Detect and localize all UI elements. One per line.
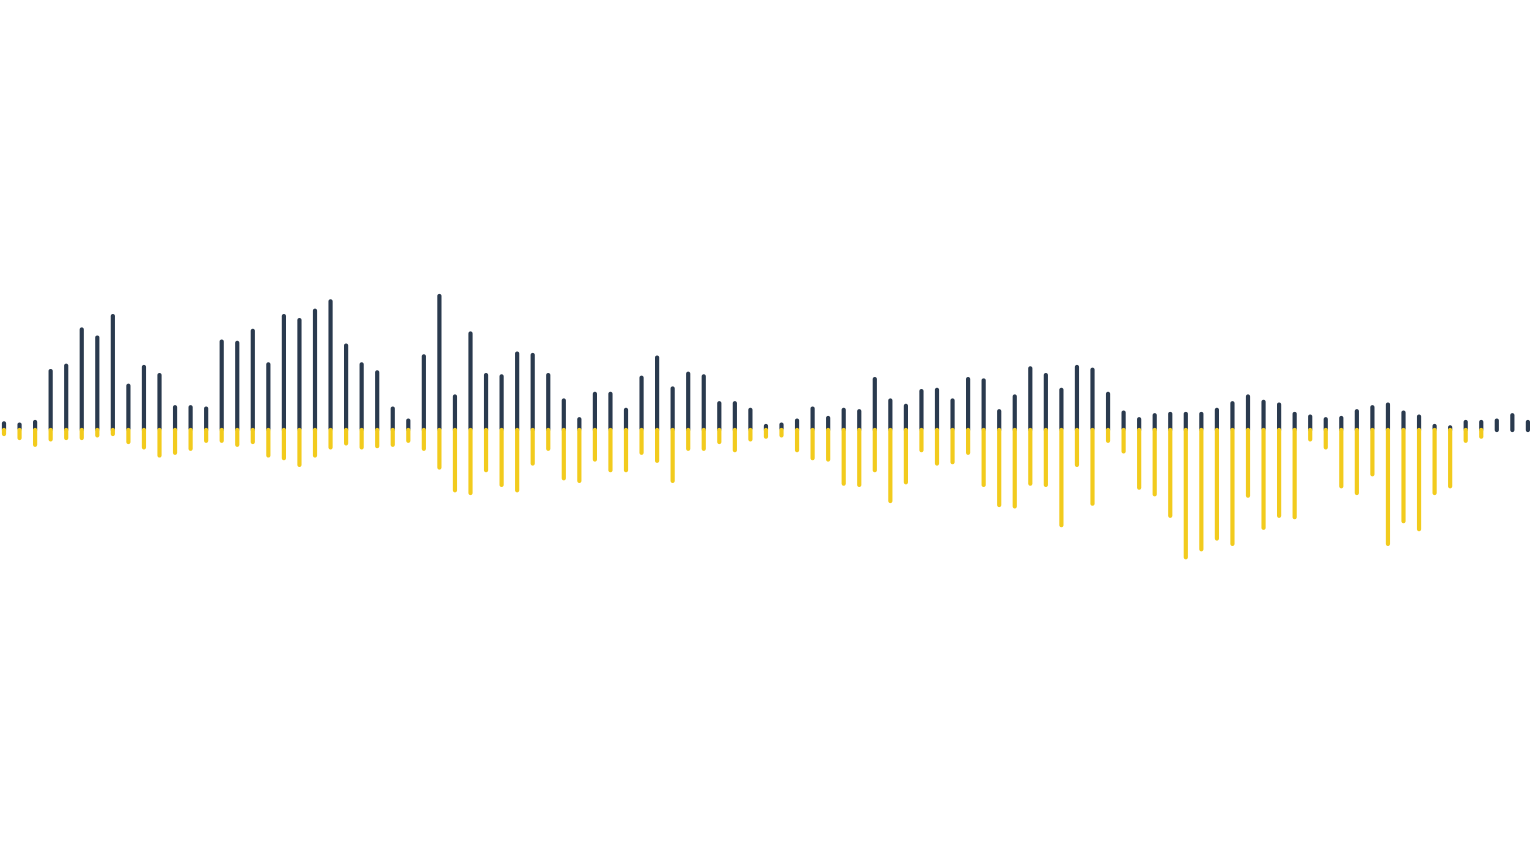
upper-bars-group xyxy=(1,293,1531,433)
lower-bars-group xyxy=(1,427,1484,560)
